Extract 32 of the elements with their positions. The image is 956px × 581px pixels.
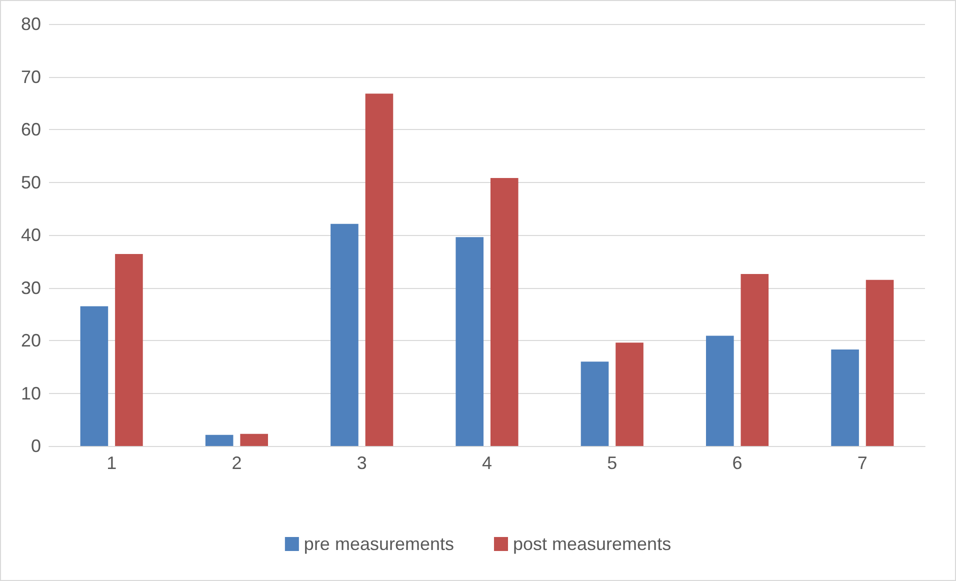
y-tick-label: 50 [20,172,41,192]
bar [580,362,609,446]
y-tick-label: 40 [20,225,41,245]
bar [831,349,859,446]
x-tick-label: 2 [232,453,242,473]
y-tick-label: 70 [20,66,41,87]
x-tick-label: 3 [356,453,367,473]
x-tick-label: 7 [857,453,868,473]
bar [706,336,734,446]
x-tick-label: 4 [482,453,492,473]
y-tick-label: 30 [20,278,41,298]
bar [80,306,108,446]
x-tick-label: 1 [106,453,117,473]
bar [365,94,394,446]
legend-label: post measurements [512,534,672,554]
bar [866,280,894,446]
bar [240,434,268,446]
bar [115,254,143,446]
y-tick-label: 80 [20,14,41,34]
x-tick-label: 5 [607,453,618,473]
bar [740,274,769,446]
bar [330,224,358,446]
y-tick-label: 20 [20,330,41,350]
bar [616,342,644,446]
y-tick-label: 10 [20,383,41,404]
x-tick-label: 6 [732,453,742,473]
bar [456,237,484,446]
y-tick-label: 0 [30,436,41,456]
bar [490,178,518,446]
legend-label: pre measurements [304,534,454,554]
y-tick-label: 60 [20,120,41,140]
bar [205,434,234,446]
